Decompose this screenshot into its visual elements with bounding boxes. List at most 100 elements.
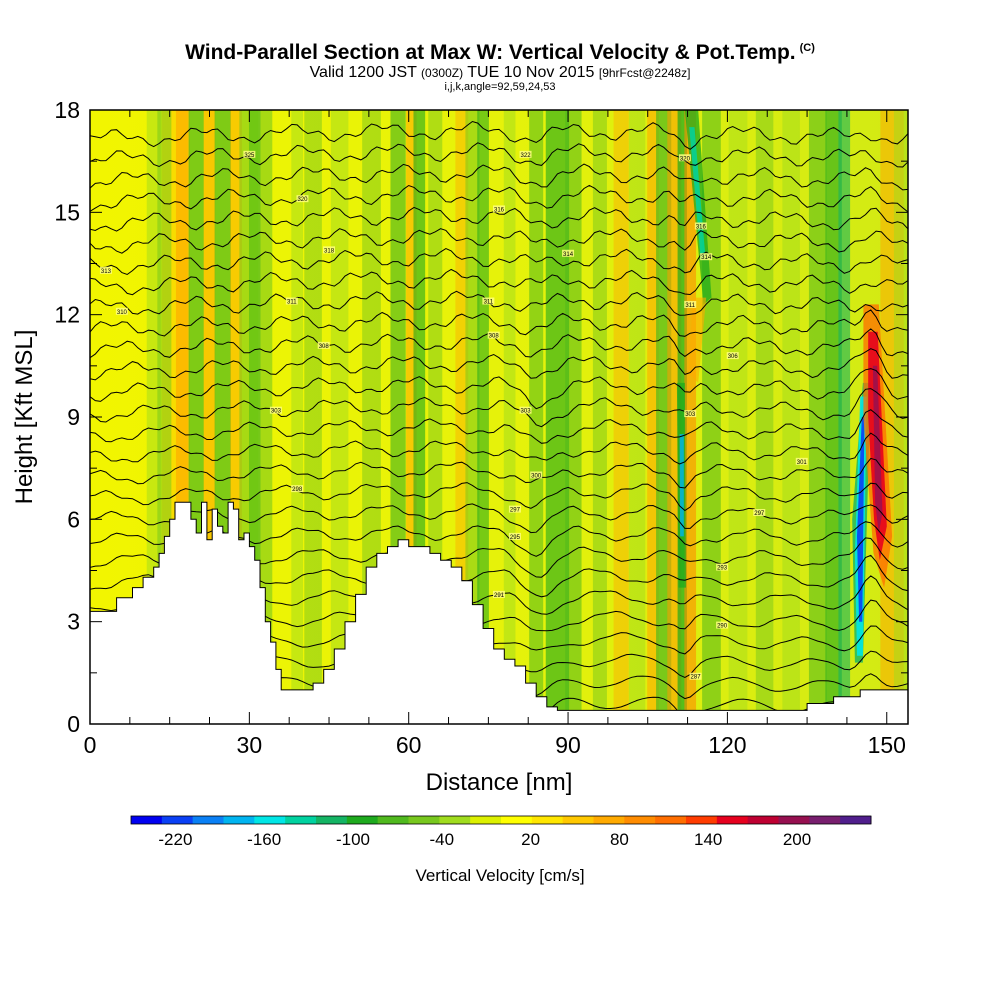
theta-label-bg <box>493 590 505 598</box>
y-tick-label: 18 <box>54 97 80 123</box>
velocity-band <box>782 110 800 724</box>
theta-label-text: 291 <box>494 593 505 599</box>
velocity-band <box>647 110 659 724</box>
isentrope-line <box>90 184 908 213</box>
theta-label: 322 <box>519 150 532 159</box>
theta-label-text: 298 <box>292 487 303 493</box>
theta-label-bg <box>678 154 691 162</box>
velocity-band <box>304 110 322 724</box>
colorbar-tick-label: 20 <box>521 830 540 849</box>
valid-prefix: Valid 1200 JST <box>309 64 417 81</box>
copyright-mark: (C) <box>799 42 815 54</box>
velocity-band <box>406 110 417 724</box>
colorbar-swatch <box>254 816 286 824</box>
valid-time-line: Valid 1200 JST (0300Z) TUE 10 Nov 2015 [… <box>0 65 1000 81</box>
colorbar-swatch <box>223 816 255 824</box>
velocity-band <box>838 110 851 724</box>
theta-label-bg <box>323 246 336 254</box>
colorbar-swatch <box>809 816 841 824</box>
x-axis-label: Distance [nm] <box>426 769 573 796</box>
isentrope-line <box>90 290 908 316</box>
theta-label-bg <box>317 341 330 349</box>
velocity-band <box>291 110 303 724</box>
plot-area: 325 320 318 316 322 314 320 316 314 311 311 311 310 3… <box>90 110 908 724</box>
theta-label-text: 325 <box>244 153 255 159</box>
velocity-band <box>239 110 249 724</box>
theta-label: 298 <box>291 485 304 493</box>
theta-label: 316 <box>493 205 505 213</box>
velocity-core <box>679 434 684 537</box>
theta-label: 320 <box>678 154 691 162</box>
colorbar-tick-label: 200 <box>783 830 811 849</box>
theta-label-bg <box>269 406 282 414</box>
chart-title: Wind-Parallel Section at Max W: Vertical… <box>0 36 1000 65</box>
theta-label-text: 301 <box>797 460 808 466</box>
theta-label-bg <box>482 297 495 305</box>
theta-label-bg <box>285 297 298 305</box>
grid-indices: i,j,k,angle=92,59,24,53 <box>444 81 556 93</box>
isentrope-line <box>90 228 908 254</box>
isentrope-line <box>90 432 908 465</box>
isentrope-line <box>90 268 908 296</box>
velocity-band <box>465 110 480 724</box>
x-tick-label: 60 <box>396 732 422 758</box>
velocity-band <box>728 110 748 724</box>
velocity-band <box>592 110 607 724</box>
y-axis: 0 3 6 9 12 15 18 <box>54 97 908 737</box>
theta-label-bg <box>519 406 532 414</box>
theta-label: 311 <box>482 297 495 306</box>
theta-label-bg <box>694 222 707 230</box>
velocity-band <box>755 110 774 724</box>
theta-label-bg <box>753 509 766 517</box>
theta-label-bg <box>508 505 521 513</box>
theta-label-bg <box>296 195 309 203</box>
theta-label-text: 320 <box>297 197 308 203</box>
theta-label-text: 293 <box>717 566 728 572</box>
velocity-band <box>628 110 646 724</box>
isentrope-line <box>90 328 908 359</box>
theta-label: 303 <box>519 406 532 415</box>
isentrope-line <box>90 163 908 191</box>
theta-label-text: 314 <box>701 255 712 261</box>
theta-label: 291 <box>493 590 505 599</box>
colorbar-swatch <box>377 816 409 824</box>
colorbar-tick-label: -40 <box>430 830 455 849</box>
chart-title-text: Wind-Parallel Section at Max W: Vertical… <box>185 41 796 64</box>
colorbar-swatch <box>593 816 625 824</box>
x-axis: 0 30 60 90 120 150 <box>84 110 906 758</box>
y-axis-label: Height [Kft MSL] <box>11 330 38 505</box>
colorbar-swatch <box>778 816 810 824</box>
theta-label-text: 290 <box>717 624 728 630</box>
velocity-band <box>413 110 426 724</box>
velocity-core <box>857 417 865 622</box>
isentrope-line <box>90 368 908 410</box>
colorbar-swatch <box>562 816 594 824</box>
colorbar-swatch <box>624 816 656 824</box>
colorbar-frame <box>130 815 872 825</box>
theta-label-text: 310 <box>117 310 128 316</box>
colorbar-swatch <box>316 816 348 824</box>
velocity-core <box>872 365 883 533</box>
velocity-band <box>230 110 242 724</box>
theta-label: 314 <box>562 249 575 258</box>
valid-utc: (0300Z) <box>421 66 464 80</box>
theta-label-text: 322 <box>521 153 532 159</box>
theta-label: 314 <box>700 253 713 261</box>
theta-label-bg <box>689 672 702 680</box>
terrain-mask <box>90 501 908 724</box>
theta-label: 313 <box>99 266 112 275</box>
colorbar-swatch <box>408 816 440 824</box>
colorbar-swatch <box>531 816 564 824</box>
theta-label-bg <box>700 253 713 261</box>
colorbar-tick-label: 140 <box>694 830 722 849</box>
colorbar-tick-label: -160 <box>247 830 281 849</box>
title-block: Wind-Parallel Section at Max W: Vertical… <box>0 36 1000 93</box>
isentrope-line <box>90 309 908 337</box>
x-tick-label: 90 <box>555 732 581 758</box>
y-tick-label: 9 <box>67 404 80 430</box>
x-tick-label: 30 <box>237 732 263 758</box>
isentrope-line <box>90 457 908 489</box>
theta-label-bg <box>243 150 256 158</box>
theta-label-text: 311 <box>484 300 494 306</box>
theta-label-bg <box>115 307 128 315</box>
